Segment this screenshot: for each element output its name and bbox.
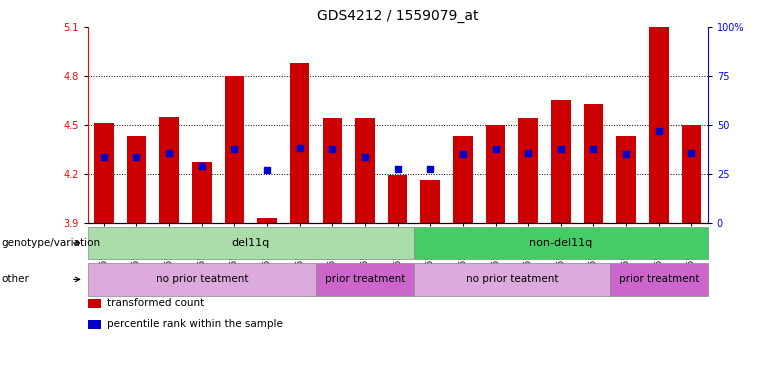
Point bbox=[489, 146, 501, 152]
Bar bbox=[414, 227, 708, 259]
Text: genotype/variation: genotype/variation bbox=[2, 238, 100, 248]
Text: other: other bbox=[2, 274, 30, 285]
Bar bbox=[486, 125, 505, 223]
Bar bbox=[88, 320, 101, 329]
Point bbox=[261, 167, 273, 174]
Bar bbox=[126, 136, 146, 223]
Point bbox=[457, 151, 469, 157]
Bar bbox=[649, 27, 669, 223]
Bar bbox=[610, 263, 708, 296]
Title: GDS4212 / 1559079_at: GDS4212 / 1559079_at bbox=[317, 9, 479, 23]
Point bbox=[163, 149, 175, 156]
Bar bbox=[682, 125, 701, 223]
Bar bbox=[257, 218, 277, 223]
Text: percentile rank within the sample: percentile rank within the sample bbox=[107, 319, 282, 329]
Text: prior treatment: prior treatment bbox=[325, 274, 405, 285]
Point bbox=[130, 154, 142, 161]
Bar bbox=[88, 227, 414, 259]
Bar bbox=[323, 118, 342, 223]
Text: del11q: del11q bbox=[231, 238, 270, 248]
Bar bbox=[224, 76, 244, 223]
Bar bbox=[88, 299, 101, 308]
Bar bbox=[88, 263, 316, 296]
Point bbox=[294, 144, 306, 151]
Text: no prior teatment: no prior teatment bbox=[155, 274, 248, 285]
Point bbox=[359, 154, 371, 161]
Text: prior treatment: prior treatment bbox=[619, 274, 699, 285]
Point bbox=[620, 151, 632, 157]
Bar bbox=[388, 175, 407, 223]
Bar bbox=[316, 263, 414, 296]
Point bbox=[555, 146, 567, 152]
Bar bbox=[94, 123, 113, 223]
Point bbox=[686, 149, 698, 156]
Bar bbox=[290, 63, 310, 223]
Point bbox=[196, 162, 208, 169]
Point bbox=[97, 154, 110, 161]
Bar bbox=[355, 118, 374, 223]
Text: no prior teatment: no prior teatment bbox=[466, 274, 558, 285]
Point bbox=[326, 146, 339, 152]
Bar bbox=[192, 162, 212, 223]
Point bbox=[653, 128, 665, 134]
Text: transformed count: transformed count bbox=[107, 298, 204, 308]
Bar bbox=[584, 104, 603, 223]
Bar bbox=[616, 136, 636, 223]
Bar bbox=[421, 180, 440, 223]
Point bbox=[391, 166, 403, 172]
Bar bbox=[518, 118, 538, 223]
Point bbox=[228, 146, 240, 152]
Text: non-del11q: non-del11q bbox=[529, 238, 593, 248]
Point bbox=[424, 166, 436, 172]
Point bbox=[522, 149, 534, 156]
Bar bbox=[414, 263, 610, 296]
Bar bbox=[551, 100, 571, 223]
Bar bbox=[453, 136, 473, 223]
Point bbox=[587, 146, 600, 152]
Bar bbox=[159, 117, 179, 223]
